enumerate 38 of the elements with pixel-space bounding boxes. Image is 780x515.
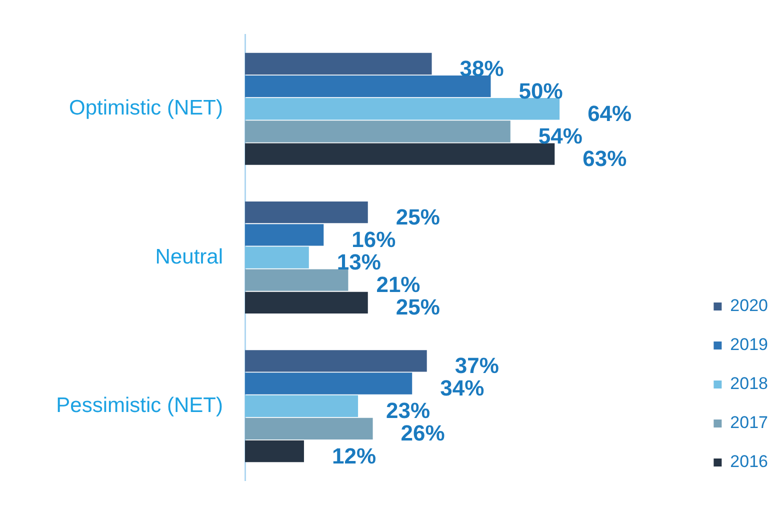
bar [245,269,348,291]
bar [245,143,555,165]
y-tick-label: Neutral [155,245,223,268]
bar [245,52,432,75]
bar [245,201,368,224]
data-label: 21% [376,272,420,298]
legend-label: 2019 [730,335,768,354]
bar [245,418,373,440]
legend-label: 2016 [730,452,768,472]
bar [245,246,309,268]
data-label: 26% [400,420,445,446]
legend-label: 2020 [730,296,768,316]
y-tick-label: Optimistic (NET) [69,96,223,120]
data-label: 37% [454,352,499,378]
y-tick-label: Pessimistic (NET) [56,394,223,417]
data-label: 13% [336,250,381,275]
bar [245,120,510,142]
data-label: 64% [588,100,632,126]
bar [245,350,427,372]
data-label: 38% [460,56,504,81]
legend-label: 2018 [730,374,768,394]
bar [245,395,358,417]
data-label: 16% [352,226,396,252]
data-label: 12% [332,443,376,468]
legend-label: 2017 [730,413,768,432]
data-label: 23% [386,398,430,424]
bar [245,372,412,394]
bar [245,98,560,120]
data-label: 50% [518,78,563,104]
data-label: 34% [440,376,484,401]
bar [245,292,368,314]
bar [245,440,304,462]
data-label: 63% [582,146,627,172]
data-label: 25% [396,294,440,320]
bar [245,75,491,98]
data-label: 54% [538,124,582,149]
bar [245,224,324,246]
data-label: 25% [396,204,440,230]
